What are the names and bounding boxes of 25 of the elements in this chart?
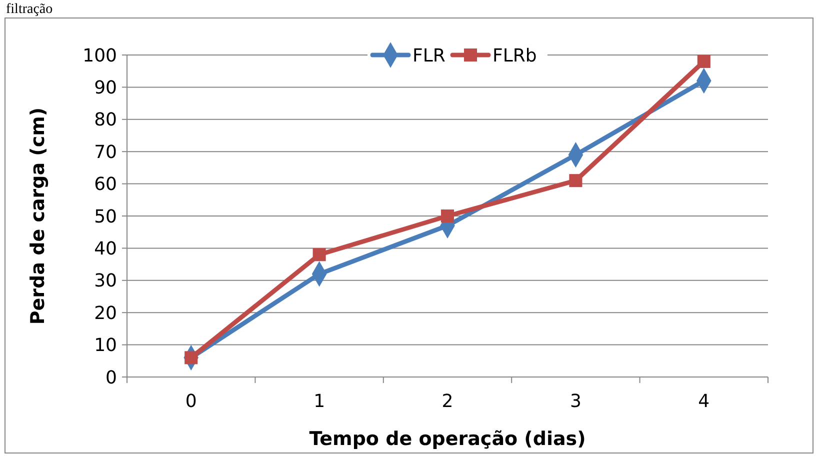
y-axis-title: Perda de carga (cm)	[27, 107, 49, 325]
x-tick-label: 1	[314, 391, 326, 412]
point	[440, 209, 454, 223]
x-tick-label: 2	[442, 391, 454, 412]
y-tick-label: 10	[94, 335, 117, 356]
y-tick-label: 30	[94, 270, 117, 292]
y-tick-label: 100	[82, 45, 117, 66]
y-tick-label: 60	[94, 174, 117, 196]
legend-label: FLR	[412, 45, 446, 66]
point	[697, 54, 710, 68]
x-tick-label: 0	[185, 391, 197, 412]
y-tick-label: 70	[94, 142, 117, 163]
y-tick-label: 40	[94, 238, 117, 260]
y-tick-label: 0	[106, 367, 117, 388]
y-tick-label: 50	[94, 206, 117, 228]
y-tick-label: 90	[94, 78, 117, 98]
point	[312, 248, 326, 262]
legend-label: FLRb	[492, 45, 537, 66]
x-axis-title: Tempo de operação (dias)	[309, 428, 586, 450]
text: filtração	[6, 2, 53, 17]
y-tick-label: 20	[94, 302, 117, 324]
y-tick-label: 80	[94, 110, 117, 131]
point	[569, 174, 582, 188]
x-tick-label: 3	[570, 391, 582, 412]
x-tick-label: 4	[698, 391, 710, 412]
